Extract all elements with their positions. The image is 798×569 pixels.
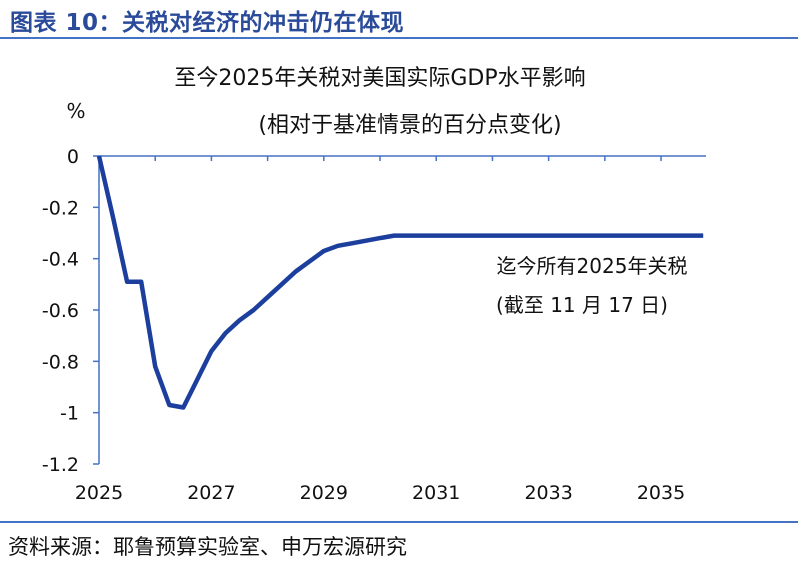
gdp-impact-series-line bbox=[96, 155, 704, 410]
x-tick-label: 2033 bbox=[524, 482, 572, 504]
line-chart: 至今2025年关税对美国实际GDP水平影响 (相对于基准情景的百分点变化) % … bbox=[42, 66, 706, 504]
y-tick-label: -0.8 bbox=[42, 351, 79, 373]
chart-title: 至今2025年关税对美国实际GDP水平影响 bbox=[174, 66, 585, 91]
y-tick-label: -0.2 bbox=[42, 197, 79, 219]
source-note: 资料来源：耶鲁预算实验室、申万宏源研究 bbox=[8, 535, 407, 559]
title-rule bbox=[0, 37, 798, 39]
x-axis: 2025 2027 2029 2031 2033 2035 bbox=[75, 155, 706, 504]
y-axis: 0 -0.2 -0.4 -0.6 -0.8 -1 -1.2 bbox=[42, 146, 100, 476]
y-axis-unit-label: % bbox=[66, 99, 85, 123]
y-tick-label: -1.2 bbox=[42, 454, 79, 476]
series-group bbox=[96, 155, 704, 410]
x-tick-label: 2031 bbox=[412, 482, 460, 504]
source-rule bbox=[0, 521, 798, 523]
figure-title: 图表 10：关税对经济的冲击仍在体现 bbox=[10, 10, 405, 36]
x-tick-label: 2027 bbox=[187, 482, 235, 504]
x-tick-label: 2029 bbox=[300, 482, 348, 504]
x-tick-label: 2025 bbox=[75, 482, 123, 504]
y-tick-label: -0.4 bbox=[42, 249, 79, 271]
y-tick-label: -1 bbox=[60, 403, 79, 425]
y-tick-label: -0.6 bbox=[42, 300, 79, 322]
x-tick-label: 2035 bbox=[637, 482, 685, 504]
annotation-line-1: 迄今所有2025年关税 bbox=[497, 254, 688, 278]
annotation-line-2: (截至 11 月 17 日) bbox=[496, 293, 668, 317]
y-tick-label: 0 bbox=[67, 146, 79, 168]
chart-subtitle: (相对于基准情景的百分点变化) bbox=[258, 113, 561, 138]
